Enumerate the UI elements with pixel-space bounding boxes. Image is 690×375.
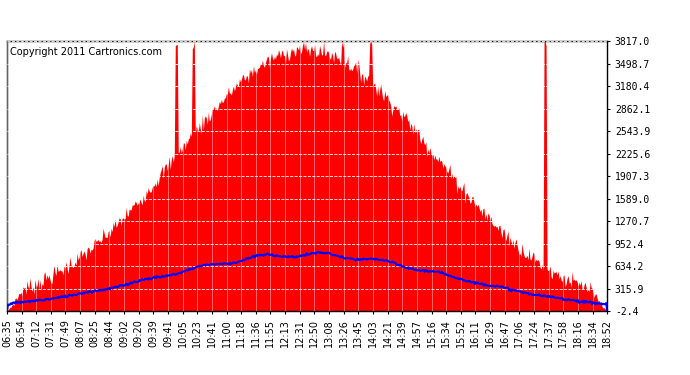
Text: Total PV Power (watts red) & Effective Solar Radiation (W/m2 blue) Sun Apr 17 19: Total PV Power (watts red) & Effective S… bbox=[7, 10, 675, 24]
Text: Copyright 2011 Cartronics.com: Copyright 2011 Cartronics.com bbox=[10, 46, 162, 57]
